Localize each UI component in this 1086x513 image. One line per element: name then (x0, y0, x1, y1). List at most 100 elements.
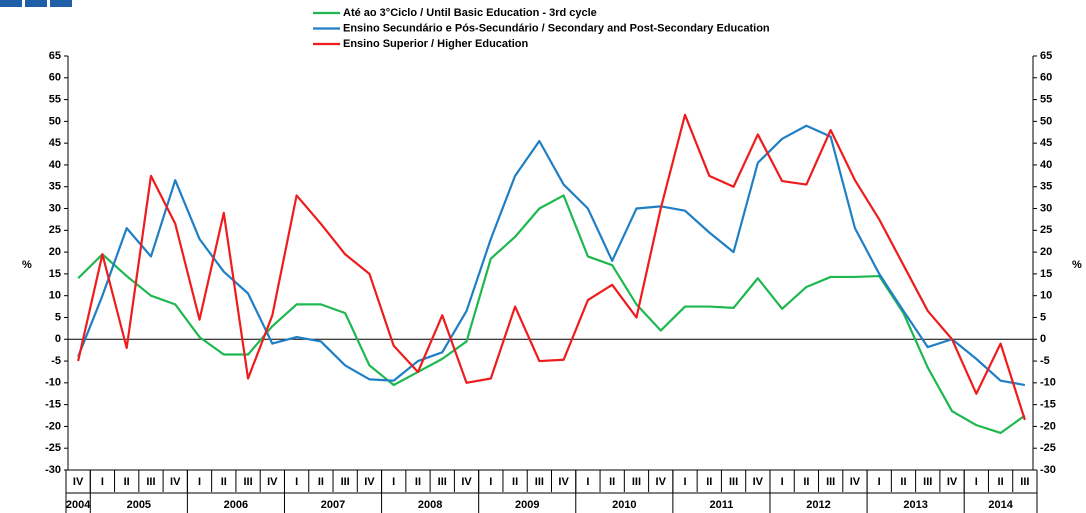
y-tick-label: 55 (49, 93, 61, 105)
y-tick-label: -25 (1040, 442, 1056, 454)
x-tick-label: II (415, 476, 421, 488)
x-tick-label: I (101, 476, 104, 488)
year-label: 2005 (127, 499, 151, 511)
y-tick-label: -20 (1040, 420, 1056, 432)
logo (50, 0, 72, 7)
y-tick-label: 60 (49, 72, 61, 84)
series-line (77, 113, 1026, 421)
year-label: 2007 (321, 499, 345, 511)
x-tick-label: IV (170, 476, 181, 488)
series-line (77, 194, 1026, 435)
x-tick-label: IV (364, 476, 375, 488)
x-tick-label: II (512, 476, 518, 488)
x-tick-label: IV (753, 476, 764, 488)
x-tick-label: IV (267, 476, 278, 488)
x-tick-label: II (900, 476, 906, 488)
y-tick-label: 25 (49, 224, 61, 236)
x-tick-label: III (243, 476, 252, 488)
x-tick-label: II (998, 476, 1004, 488)
x-tick-label: I (489, 476, 492, 488)
x-tick-label: I (295, 476, 298, 488)
x-tick-label: IV (947, 476, 958, 488)
y-tick-label: 50 (49, 115, 61, 127)
y-tick-label: 65 (49, 50, 61, 62)
x-tick-label: III (729, 476, 738, 488)
y-tick-label: 50 (1040, 115, 1052, 127)
year-label: 2008 (418, 499, 442, 511)
y-tick-label: 15 (1040, 268, 1052, 280)
y-tick-label: -5 (1040, 355, 1050, 367)
y-tick-label: 30 (49, 202, 61, 214)
legend-label: Ensino Secundário e Pós-Secundário / Sec… (343, 22, 770, 34)
x-tick-label: II (318, 476, 324, 488)
y-tick-label: -25 (45, 442, 61, 454)
y-tick-label: 45 (1040, 137, 1052, 149)
year-label: 2010 (612, 499, 636, 511)
legend-label: Ensino Superior / Higher Education (343, 38, 528, 50)
y-tick-label: -30 (1040, 464, 1056, 476)
y-tick-label: 0 (1040, 333, 1046, 345)
y-tick-label: -10 (45, 377, 61, 389)
x-tick-label: IV (656, 476, 667, 488)
y-tick-label: 55 (1040, 93, 1052, 105)
x-tick-label: III (146, 476, 155, 488)
y-tick-label: 35 (1040, 181, 1052, 193)
x-tick-label: III (341, 476, 350, 488)
y-tick-label: 40 (1040, 159, 1052, 171)
x-tick-label: I (781, 476, 784, 488)
x-tick-label: I (392, 476, 395, 488)
year-label: 2014 (988, 499, 1013, 511)
x-tick-label: III (1020, 476, 1029, 488)
x-tick-label: I (878, 476, 881, 488)
y-tick-label: 60 (1040, 72, 1052, 84)
x-tick-label: I (975, 476, 978, 488)
y-tick-label: 25 (1040, 224, 1052, 236)
x-tick-label: IV (558, 476, 569, 488)
year-label: 2012 (806, 499, 830, 511)
x-tick-label: II (803, 476, 809, 488)
year-label: 2011 (709, 499, 733, 511)
y-tick-label: 5 (1040, 311, 1046, 323)
x-tick-label: II (221, 476, 227, 488)
x-tick-label: III (632, 476, 641, 488)
x-tick-label: I (586, 476, 589, 488)
y-tick-label: 65 (1040, 50, 1052, 62)
x-tick-label: IV (73, 476, 84, 488)
y-tick-label: -20 (45, 420, 61, 432)
x-tick-label: III (535, 476, 544, 488)
y-axis-label: % (22, 259, 32, 271)
year-label: 2013 (903, 499, 927, 511)
series-line (77, 124, 1026, 387)
x-tick-label: II (124, 476, 130, 488)
logo (25, 0, 47, 7)
x-tick-label: III (438, 476, 447, 488)
x-tick-label: II (706, 476, 712, 488)
year-label: 2009 (515, 499, 539, 511)
x-tick-label: IV (850, 476, 861, 488)
y-tick-label: 15 (49, 268, 61, 280)
y-tick-label: 40 (49, 159, 61, 171)
y-tick-label: 35 (49, 181, 61, 193)
year-label: 2006 (224, 499, 248, 511)
x-tick-label: III (923, 476, 932, 488)
legend-label: Até ao 3°Ciclo / Until Basic Education -… (343, 7, 597, 19)
y-tick-label: 10 (1040, 290, 1052, 302)
x-tick-label: IV (461, 476, 472, 488)
x-tick-label: II (609, 476, 615, 488)
x-tick-label: I (198, 476, 201, 488)
x-tick-label: III (826, 476, 835, 488)
y-tick-label: 10 (49, 290, 61, 302)
y-tick-label: -15 (45, 399, 61, 411)
y-axis-label: % (1072, 259, 1082, 271)
y-tick-label: -5 (51, 355, 61, 367)
y-tick-label: 0 (55, 333, 61, 345)
y-tick-label: -15 (1040, 399, 1056, 411)
y-tick-label: -10 (1040, 377, 1056, 389)
y-tick-label: 20 (49, 246, 61, 258)
year-label: 2004 (66, 499, 91, 511)
y-tick-label: 5 (55, 311, 61, 323)
logo (0, 0, 22, 7)
y-tick-label: -30 (45, 464, 61, 476)
y-tick-label: 30 (1040, 202, 1052, 214)
